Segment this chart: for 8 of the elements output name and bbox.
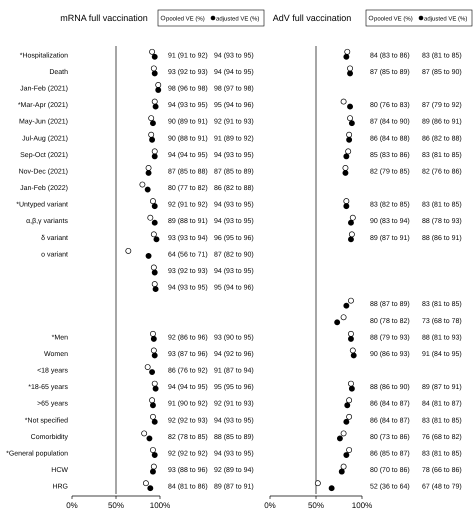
x-tick-label: 100% (352, 501, 372, 510)
chart-title: mRNA full vaccination (60, 13, 148, 23)
x-tick-label: 0% (264, 501, 276, 510)
chart-title: AdV full vaccination (272, 13, 352, 23)
x-tick-label: 50% (308, 501, 324, 510)
x-tick-label: 0% (66, 501, 78, 510)
x-tick-label: 50% (108, 501, 124, 510)
x-tick-label: 100% (150, 501, 170, 510)
